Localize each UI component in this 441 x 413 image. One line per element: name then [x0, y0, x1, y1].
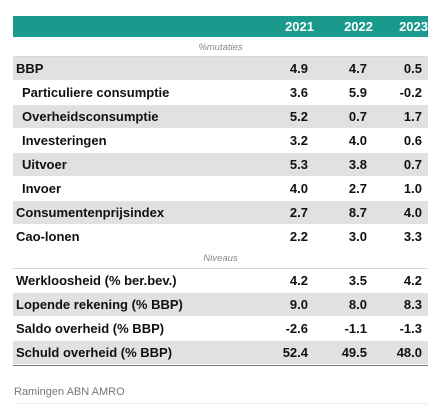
value-2021: 3.2 — [289, 133, 308, 148]
value-2022: 0.7 — [348, 109, 367, 124]
value-2023: 1.0 — [403, 181, 422, 196]
value-2021: 4.2 — [289, 273, 308, 288]
value-2023: -0.2 — [399, 85, 422, 100]
table-bottom-rule — [13, 365, 428, 366]
row-label: Saldo overheid (% BBP) — [16, 321, 165, 336]
value-2021: 2.7 — [289, 205, 308, 220]
value-2023: 0.6 — [403, 133, 422, 148]
table-row: BBP 4.9 4.7 0.5 — [13, 57, 428, 81]
value-2023: 0.7 — [403, 157, 422, 172]
year-2023-header: 2023 — [399, 19, 428, 34]
value-2022: 8.7 — [348, 205, 367, 220]
value-2022: 3.0 — [348, 229, 367, 244]
table-row: Cao-lonen 2.2 3.0 3.3 — [13, 225, 428, 249]
row-label: Particuliere consumptie — [22, 85, 170, 100]
table-row: Lopende rekening (% BBP) 9.0 8.0 8.3 — [13, 293, 428, 317]
value-2021: -2.6 — [285, 321, 308, 336]
value-2023: 0.5 — [403, 61, 422, 76]
value-2023: 3.3 — [403, 229, 422, 244]
table-row: Invoer 4.0 2.7 1.0 — [13, 177, 428, 201]
row-label: Overheidsconsumptie — [22, 109, 159, 124]
table-header: 2021 2022 2023 — [13, 16, 428, 37]
row-label: Investeringen — [22, 133, 107, 148]
value-2021: 5.3 — [289, 157, 308, 172]
section-label-niveaus: Niveaus — [13, 249, 428, 269]
value-2022: 8.0 — [348, 297, 367, 312]
value-2022: 5.9 — [348, 85, 367, 100]
value-2022: 4.7 — [348, 61, 367, 76]
value-2021: 3.6 — [289, 85, 308, 100]
year-2021-header: 2021 — [285, 19, 314, 34]
table-row: Werkloosheid (% ber.bev.) 4.2 3.5 4.2 — [13, 269, 428, 293]
source-note: Ramingen ABN AMRO — [14, 386, 125, 398]
value-2023: 1.7 — [403, 109, 422, 124]
forecast-table: 2021 2022 2023 %mutaties BBP 4.9 4.7 0.5… — [13, 16, 428, 366]
table-row: Investeringen 3.2 4.0 0.6 — [13, 129, 428, 153]
row-label: BBP — [16, 61, 44, 76]
value-2023: 4.2 — [403, 273, 422, 288]
row-label: Werkloosheid (% ber.bev.) — [16, 273, 177, 288]
value-2021: 4.9 — [289, 61, 308, 76]
value-2022: 4.0 — [348, 133, 367, 148]
section-label-mutaties: %mutaties — [13, 39, 428, 57]
table-row: Uitvoer 5.3 3.8 0.7 — [13, 153, 428, 177]
table-row: Overheidsconsumptie 5.2 0.7 1.7 — [13, 105, 428, 129]
row-label: Schuld overheid (% BBP) — [16, 345, 173, 360]
table-row: Saldo overheid (% BBP) -2.6 -1.1 -1.3 — [13, 317, 428, 341]
value-2023: 4.0 — [403, 205, 422, 220]
row-label: Consumentenprijsindex — [16, 205, 165, 220]
row-label: Lopende rekening (% BBP) — [16, 297, 183, 312]
value-2023: 8.3 — [403, 297, 422, 312]
table-row: Particuliere consumptie 3.6 5.9 -0.2 — [13, 81, 428, 105]
value-2021: 4.0 — [289, 181, 308, 196]
value-2022: 2.7 — [348, 181, 367, 196]
value-2022: 3.5 — [348, 273, 367, 288]
value-2021: 52.4 — [282, 345, 308, 360]
value-2022: 49.5 — [341, 345, 367, 360]
table-row: Schuld overheid (% BBP) 52.4 49.5 48.0 — [13, 341, 428, 365]
row-label: Cao-lonen — [16, 229, 80, 244]
row-label: Invoer — [22, 181, 62, 196]
value-2023: 48.0 — [396, 345, 422, 360]
value-2022: 3.8 — [348, 157, 367, 172]
table-row: Consumentenprijsindex 2.7 8.7 4.0 — [13, 201, 428, 225]
value-2021: 9.0 — [289, 297, 308, 312]
footer-divider — [14, 403, 427, 405]
value-2021: 2.2 — [289, 229, 308, 244]
year-2022-header: 2022 — [344, 19, 373, 34]
value-2023: -1.3 — [399, 321, 422, 336]
row-label: Uitvoer — [22, 157, 67, 172]
value-2022: -1.1 — [344, 321, 367, 336]
value-2021: 5.2 — [289, 109, 308, 124]
